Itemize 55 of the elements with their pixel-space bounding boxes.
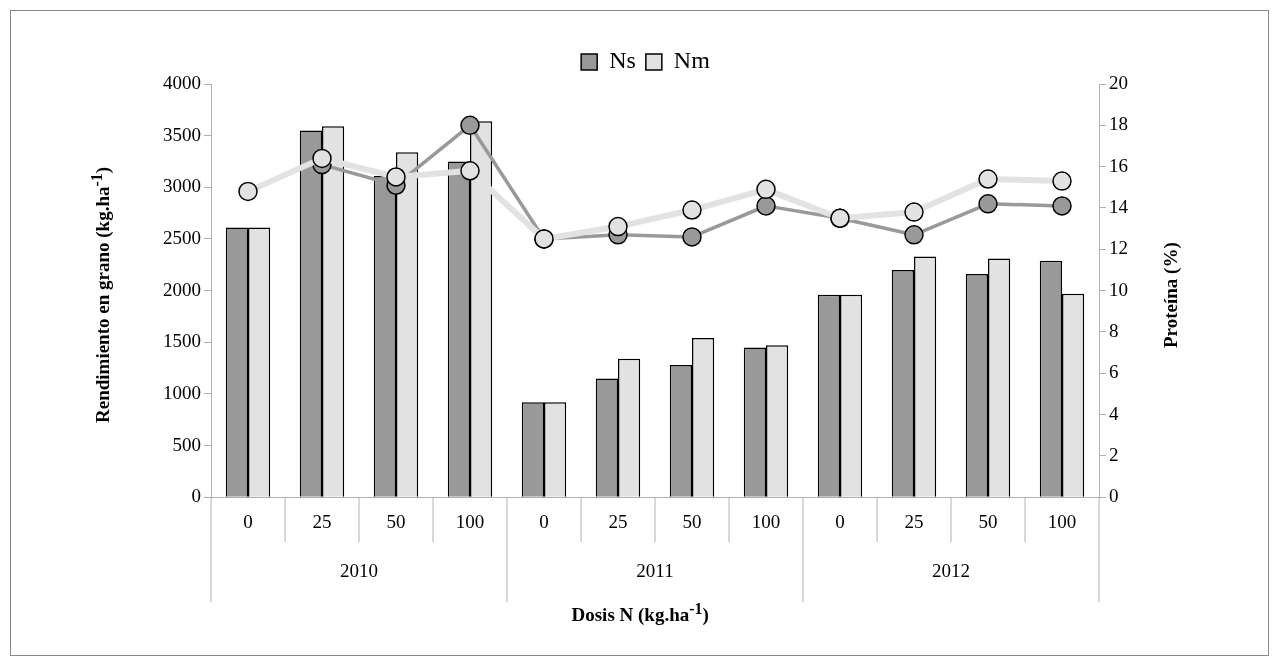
x-tick-label: 100	[455, 510, 485, 532]
legend-label: Nm	[673, 47, 711, 74]
y-tick-label: 1500	[163, 330, 201, 352]
x-tick-label: 25	[904, 510, 924, 532]
text: 2010	[340, 560, 378, 582]
point	[978, 169, 998, 189]
point	[682, 227, 702, 247]
point	[904, 202, 924, 222]
point	[460, 161, 480, 181]
y-tick-label: 3000	[163, 175, 201, 197]
x-axis-title: Dosis N (kg.ha$^{-1}$)	[571, 600, 709, 627]
y2-tick-label: 18	[1109, 113, 1128, 135]
point	[904, 225, 924, 245]
y2-tick-label: 8	[1109, 319, 1119, 341]
point	[1052, 196, 1072, 216]
y2-tick-label: 10	[1109, 278, 1128, 300]
x-tick-label: 0	[835, 510, 845, 532]
point	[312, 148, 332, 169]
text: 2012	[932, 560, 970, 582]
y-tick-label: 2000	[163, 278, 201, 300]
y2-tick-label: 2	[1109, 443, 1119, 465]
point	[756, 196, 776, 216]
legend-label: Ns	[609, 47, 636, 74]
y-tick-label: 2500	[163, 226, 201, 248]
point	[460, 115, 480, 136]
x-tick-label: 50	[682, 510, 702, 532]
point	[978, 194, 998, 214]
x-tick-label: 100	[1047, 510, 1077, 532]
x-tick-label: 25	[608, 510, 628, 532]
y-tick-label: 4000	[163, 71, 201, 93]
point	[386, 167, 406, 187]
y2-tick-label: 6	[1109, 361, 1119, 383]
y2-tick-label: 20	[1109, 71, 1128, 93]
point	[756, 179, 776, 200]
y-tick-label: 1000	[163, 381, 201, 403]
x-tick-label: 0	[243, 510, 253, 532]
y2-tick-label: 4	[1109, 402, 1119, 424]
y-tick-label: 0	[191, 485, 201, 507]
y2-tick-label: 12	[1109, 237, 1128, 259]
y2-axis-title: Proteína (%)	[1160, 242, 1182, 348]
y-tick-label: 3500	[163, 123, 201, 145]
point	[682, 200, 702, 220]
x-tick-label: 50	[386, 510, 406, 532]
x-tick-label: 100	[751, 510, 781, 532]
point	[1052, 171, 1072, 191]
x-tick-label: 0	[539, 510, 549, 532]
y2-tick-label: 0	[1109, 485, 1119, 507]
x-tick-label: 25	[312, 510, 332, 532]
y2-tick-label: 16	[1109, 154, 1128, 176]
y2-tick-label: 14	[1109, 195, 1129, 217]
point	[608, 216, 628, 237]
point	[238, 181, 258, 202]
x-tick-label: 50	[978, 510, 998, 532]
y-tick-label: 500	[172, 433, 201, 455]
text: 2011	[636, 560, 674, 582]
